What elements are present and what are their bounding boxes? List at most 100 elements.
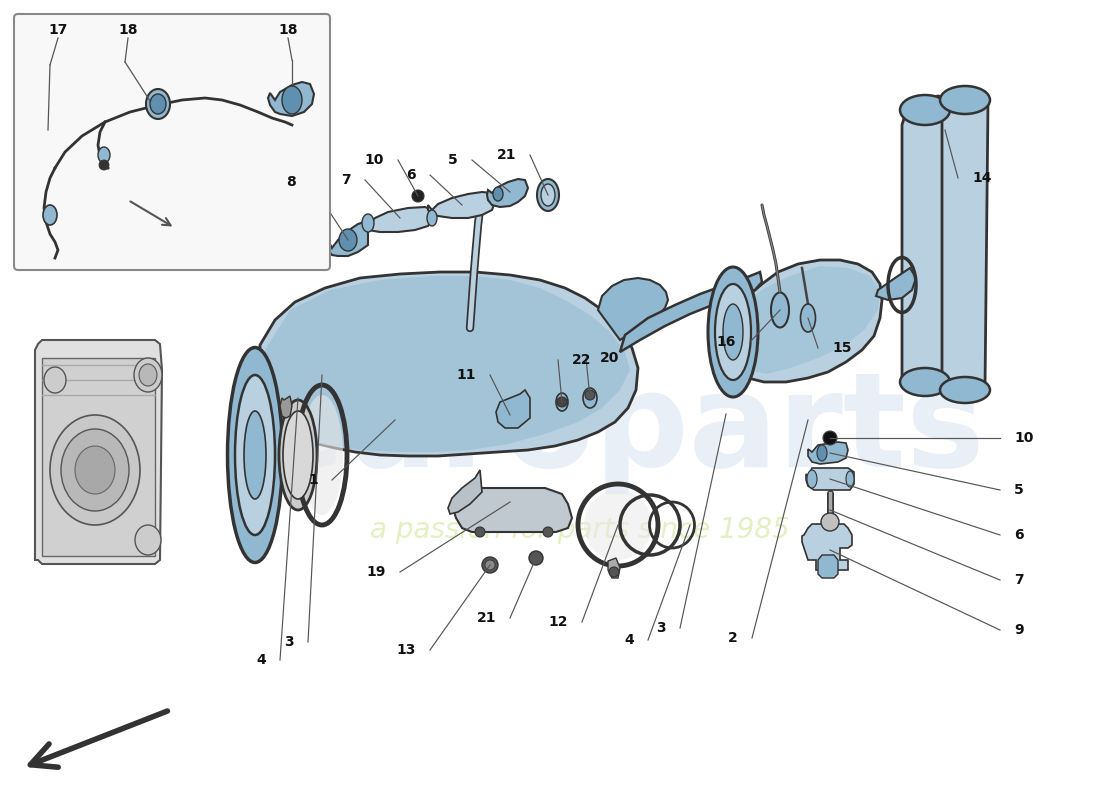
- Text: 17: 17: [48, 23, 68, 37]
- Polygon shape: [808, 442, 848, 464]
- Ellipse shape: [282, 86, 303, 114]
- Text: europarts: europarts: [255, 366, 985, 494]
- Ellipse shape: [556, 393, 568, 411]
- Ellipse shape: [940, 377, 990, 403]
- Ellipse shape: [50, 415, 140, 525]
- Ellipse shape: [723, 304, 743, 360]
- Ellipse shape: [228, 347, 283, 562]
- Text: 10: 10: [364, 153, 384, 167]
- Ellipse shape: [283, 411, 313, 499]
- Ellipse shape: [60, 429, 129, 511]
- Polygon shape: [608, 558, 620, 578]
- Ellipse shape: [537, 179, 559, 211]
- Circle shape: [585, 390, 595, 400]
- Polygon shape: [942, 91, 988, 394]
- Text: 22: 22: [572, 353, 592, 367]
- Text: 14: 14: [972, 171, 991, 185]
- Polygon shape: [902, 96, 948, 386]
- Polygon shape: [42, 358, 155, 556]
- Polygon shape: [730, 260, 882, 382]
- Polygon shape: [818, 555, 838, 578]
- Text: 7: 7: [341, 173, 351, 187]
- Ellipse shape: [98, 147, 110, 163]
- Text: 4: 4: [625, 633, 634, 647]
- Polygon shape: [802, 524, 852, 570]
- Polygon shape: [280, 396, 292, 418]
- Circle shape: [823, 431, 837, 445]
- FancyBboxPatch shape: [14, 14, 330, 270]
- Polygon shape: [620, 272, 762, 352]
- Ellipse shape: [44, 367, 66, 393]
- Ellipse shape: [940, 86, 990, 114]
- Ellipse shape: [715, 284, 751, 380]
- Ellipse shape: [708, 267, 758, 397]
- Text: 21: 21: [496, 148, 516, 162]
- Polygon shape: [428, 192, 495, 218]
- Ellipse shape: [846, 471, 854, 487]
- Circle shape: [412, 190, 424, 202]
- Ellipse shape: [43, 205, 57, 225]
- Text: a passion for parts since 1985: a passion for parts since 1985: [371, 516, 790, 544]
- Circle shape: [482, 557, 498, 573]
- Text: 3: 3: [657, 621, 665, 635]
- Text: 6: 6: [406, 168, 416, 182]
- Ellipse shape: [146, 89, 170, 119]
- Text: 18: 18: [278, 23, 298, 37]
- Text: 9: 9: [1014, 623, 1024, 637]
- Ellipse shape: [541, 184, 556, 206]
- Text: 2: 2: [728, 631, 738, 645]
- Polygon shape: [598, 278, 668, 340]
- Text: 18: 18: [119, 23, 138, 37]
- Circle shape: [557, 397, 566, 407]
- Text: 3: 3: [285, 635, 294, 649]
- Circle shape: [609, 567, 619, 577]
- Circle shape: [529, 551, 543, 565]
- Text: 5: 5: [449, 153, 458, 167]
- Text: 19: 19: [366, 565, 386, 579]
- Text: 4: 4: [256, 653, 266, 667]
- Ellipse shape: [801, 304, 815, 332]
- Ellipse shape: [771, 293, 789, 327]
- Ellipse shape: [339, 229, 358, 251]
- Text: 11: 11: [456, 368, 476, 382]
- Circle shape: [543, 527, 553, 537]
- Circle shape: [475, 527, 485, 537]
- Ellipse shape: [584, 490, 652, 560]
- Text: 16: 16: [716, 335, 736, 349]
- Text: 6: 6: [1014, 528, 1024, 542]
- Ellipse shape: [139, 364, 157, 386]
- Ellipse shape: [807, 470, 817, 488]
- Text: 15: 15: [832, 341, 851, 355]
- Polygon shape: [806, 468, 854, 490]
- Ellipse shape: [900, 95, 950, 125]
- Ellipse shape: [427, 210, 437, 226]
- Ellipse shape: [134, 358, 162, 392]
- Text: 10: 10: [1014, 431, 1033, 445]
- Ellipse shape: [493, 187, 503, 201]
- Ellipse shape: [817, 445, 827, 461]
- Polygon shape: [496, 390, 530, 428]
- Text: 20: 20: [600, 351, 619, 365]
- Polygon shape: [452, 488, 572, 532]
- Polygon shape: [364, 207, 432, 232]
- Text: 21: 21: [476, 611, 496, 625]
- Polygon shape: [448, 470, 482, 514]
- Ellipse shape: [244, 411, 266, 499]
- Text: 13: 13: [397, 643, 416, 657]
- Text: 1: 1: [308, 473, 318, 487]
- Polygon shape: [255, 272, 638, 560]
- Ellipse shape: [279, 400, 317, 510]
- Ellipse shape: [235, 375, 275, 535]
- Ellipse shape: [75, 446, 116, 494]
- Polygon shape: [876, 268, 916, 300]
- Text: 12: 12: [549, 615, 568, 629]
- Polygon shape: [326, 222, 368, 256]
- Ellipse shape: [583, 388, 597, 408]
- Ellipse shape: [900, 368, 950, 396]
- Circle shape: [485, 560, 495, 570]
- Circle shape: [821, 513, 839, 531]
- Polygon shape: [35, 340, 162, 564]
- Text: 7: 7: [1014, 573, 1024, 587]
- Ellipse shape: [301, 395, 343, 515]
- Circle shape: [99, 160, 109, 170]
